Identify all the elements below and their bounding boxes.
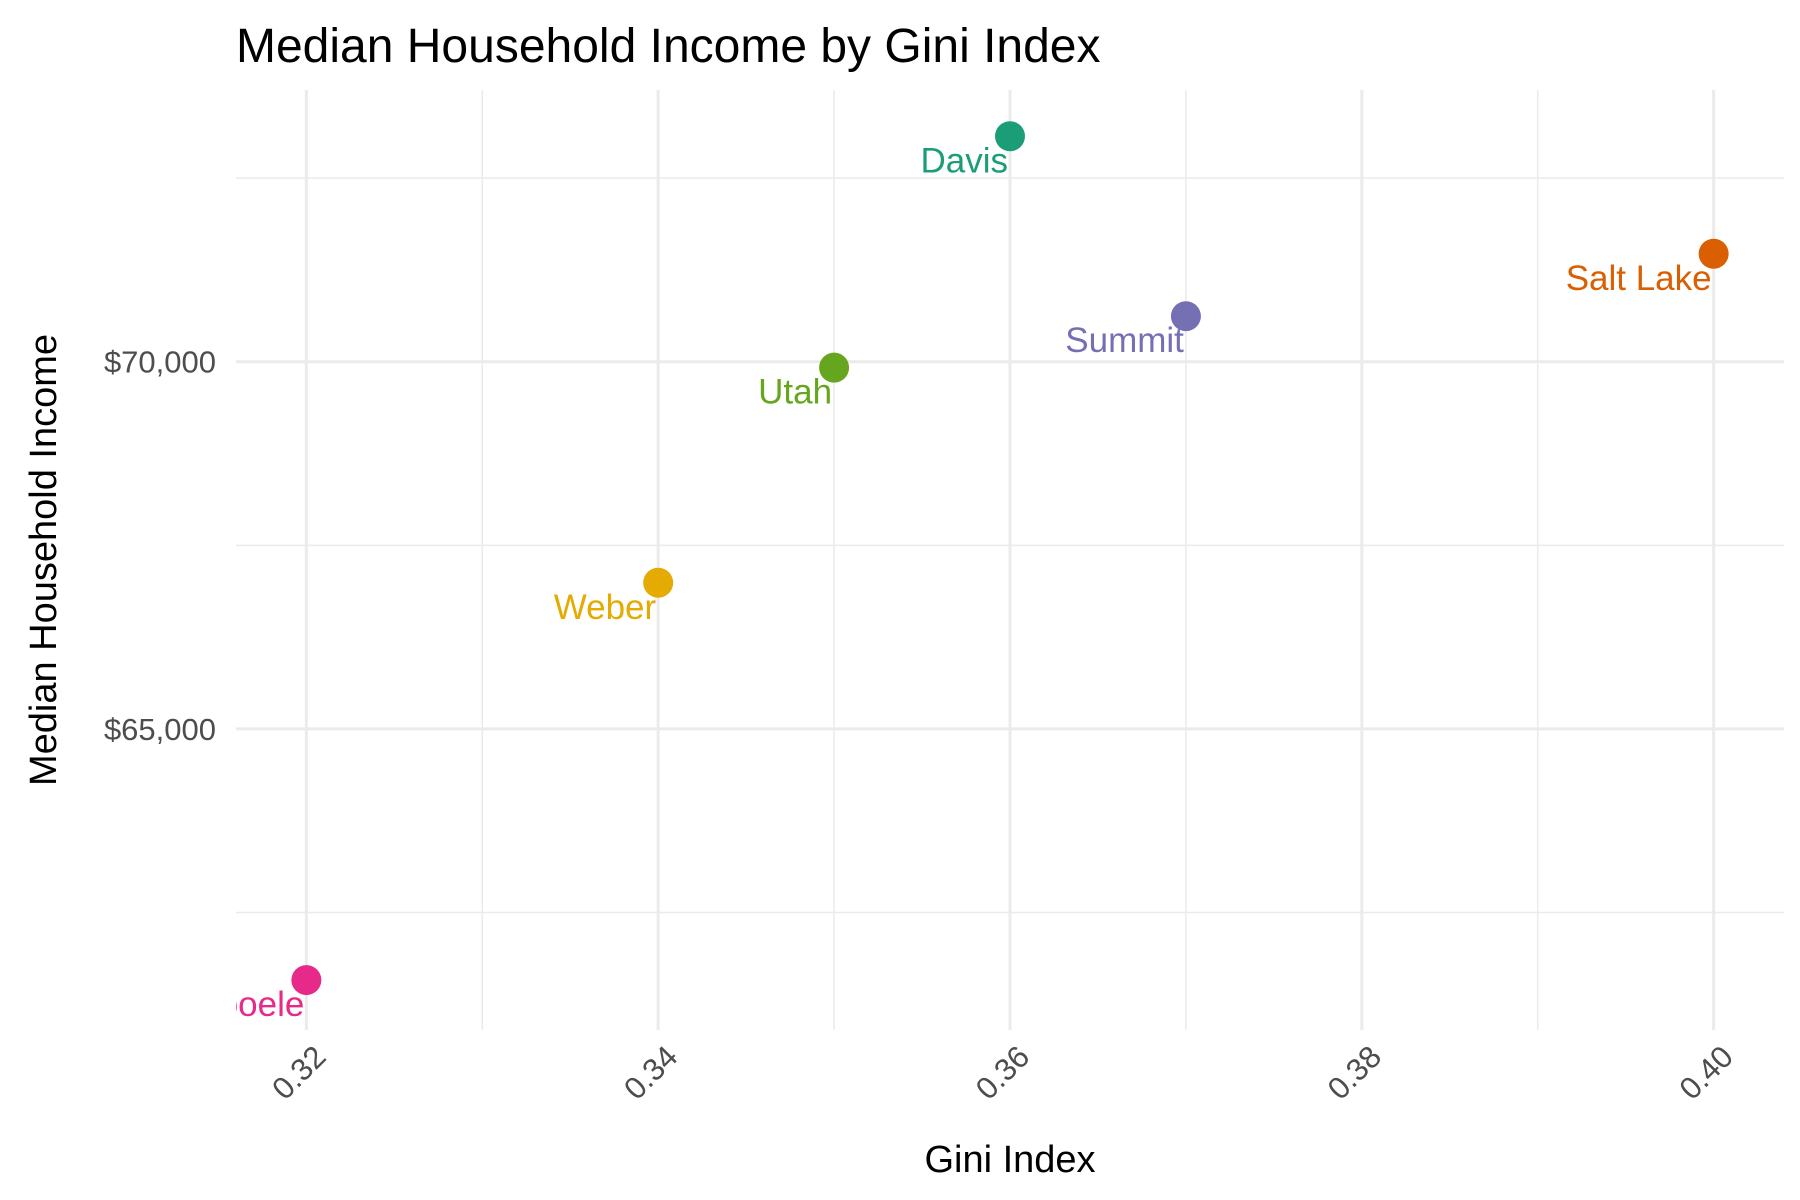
data-point-label: Utah bbox=[758, 373, 832, 412]
y-tick-label: $65,000 bbox=[104, 712, 216, 747]
data-point-label: Summit bbox=[1065, 321, 1184, 360]
data-point-label: Salt Lake bbox=[1566, 259, 1712, 298]
x-tick-label: 0.40 bbox=[1673, 1039, 1740, 1106]
data-point-label: Davis bbox=[920, 141, 1008, 180]
data-point-label: Weber bbox=[554, 588, 657, 627]
x-axis-title: Gini Index bbox=[924, 1139, 1095, 1181]
x-tick-label: 0.36 bbox=[969, 1039, 1036, 1106]
data-point bbox=[291, 965, 322, 996]
y-tick-label: $70,000 bbox=[104, 345, 216, 380]
x-tick-label: 0.34 bbox=[617, 1039, 684, 1106]
data-point bbox=[995, 121, 1025, 152]
data-point bbox=[819, 352, 850, 383]
data-point bbox=[643, 567, 674, 598]
data-point-label: Tooele bbox=[201, 985, 304, 1024]
data-point bbox=[1170, 301, 1201, 332]
x-tick-label: 0.38 bbox=[1321, 1039, 1388, 1106]
axis-ticks: $65,000 $70,000 0.32 0.34 0.36 0.38 0.40 bbox=[104, 345, 1740, 1107]
data-point bbox=[1698, 238, 1729, 269]
y-axis-title: Median Household Income bbox=[23, 334, 65, 786]
grid bbox=[236, 90, 1784, 1030]
x-tick-label: 0.32 bbox=[265, 1039, 332, 1106]
data-points: Davis Salt Lake Summit Utah Weber Tooele bbox=[201, 121, 1729, 1024]
chart-title: Median Household Income by Gini Index bbox=[236, 20, 1101, 73]
